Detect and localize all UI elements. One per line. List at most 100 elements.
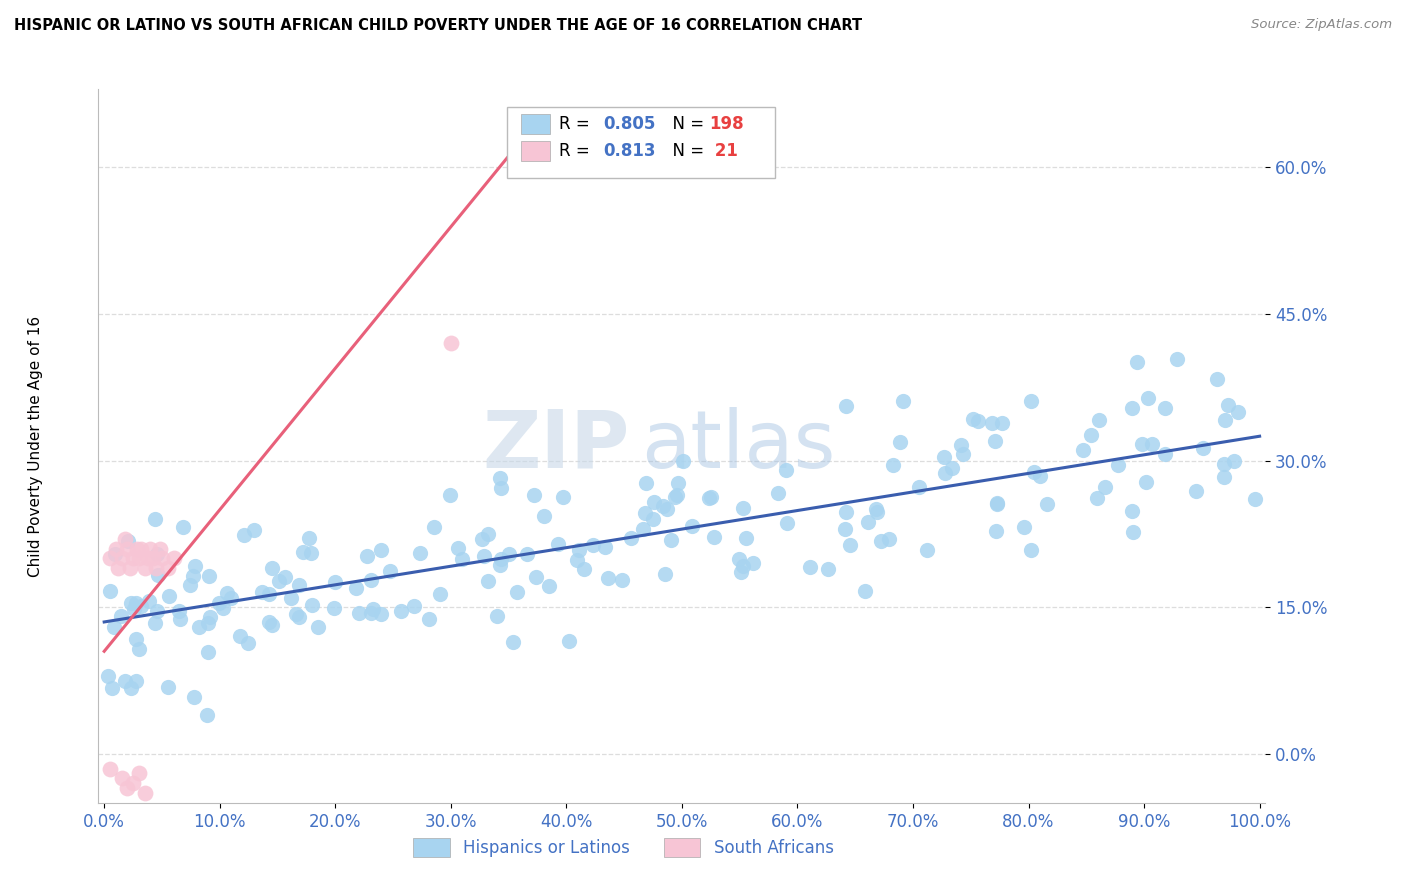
Point [799, 559, 821, 574]
Point [120, 681, 142, 695]
Point [181, 569, 204, 583]
Point [668, 476, 690, 491]
Point [97, 669, 120, 683]
Point [934, 450, 956, 464]
Point [110, 551, 132, 566]
Point [288, 578, 311, 592]
Point [439, 487, 461, 501]
Point [280, 591, 302, 605]
Point [298, 531, 321, 545]
Point [966, 414, 988, 428]
Point [1222, 454, 1244, 468]
Point [1071, 443, 1094, 458]
Point [402, 599, 425, 614]
Point [172, 519, 194, 533]
Point [274, 570, 297, 584]
Point [962, 412, 984, 426]
Point [1142, 436, 1164, 450]
Point [877, 533, 900, 547]
Point [491, 551, 513, 566]
Point [120, 596, 142, 610]
Point [568, 542, 591, 557]
Point [128, 642, 150, 657]
Point [323, 574, 346, 589]
Point [125, 673, 148, 688]
Point [1191, 441, 1213, 455]
Point [533, 508, 555, 523]
Point [323, 601, 346, 615]
Point [870, 534, 893, 549]
Point [361, 601, 384, 615]
Point [344, 581, 367, 595]
Point [858, 516, 880, 530]
Point [1121, 401, 1143, 416]
Point [733, 501, 755, 516]
Text: R =: R = [560, 143, 595, 161]
Point [134, 561, 156, 575]
Point [219, 591, 242, 606]
Point [986, 496, 1008, 510]
Point [110, 609, 132, 624]
Point [775, 462, 797, 476]
Point [139, 541, 162, 556]
Point [114, 532, 136, 546]
Point [1185, 484, 1208, 499]
Point [198, 569, 221, 583]
Text: HISPANIC OR LATINO VS SOUTH AFRICAN CHILD POVERTY UNDER THE AGE OF 16 CORRELATIO: HISPANIC OR LATINO VS SOUTH AFRICAN CHIL… [14, 18, 862, 33]
Point [238, 636, 260, 650]
Point [547, 537, 569, 551]
Point [389, 604, 412, 618]
Point [150, 551, 173, 566]
Text: 0.805: 0.805 [603, 115, 657, 133]
Point [307, 620, 329, 634]
Point [142, 551, 165, 566]
Point [907, 480, 929, 494]
Point [659, 533, 682, 548]
Point [596, 571, 619, 585]
Point [107, 561, 129, 575]
Point [1213, 470, 1236, 484]
Point [1022, 465, 1045, 479]
Point [195, 707, 218, 722]
Text: atlas: atlas [641, 407, 835, 485]
Point [179, 578, 201, 592]
Point [516, 547, 538, 561]
Point [98, 583, 121, 598]
Point [654, 567, 676, 582]
Point [1107, 458, 1129, 473]
Point [169, 611, 191, 625]
Point [1019, 543, 1042, 558]
Point [148, 568, 170, 582]
Point [952, 447, 974, 461]
Point [125, 632, 148, 647]
Point [866, 505, 889, 519]
Point [1135, 475, 1157, 489]
Point [498, 547, 520, 561]
Point [215, 586, 238, 600]
Point [727, 552, 749, 566]
Point [537, 579, 560, 593]
Point [292, 545, 315, 559]
Point [347, 606, 370, 620]
Text: Source: ZipAtlas.com: Source: ZipAtlas.com [1251, 18, 1392, 31]
Point [1087, 413, 1109, 427]
Text: N =: N = [662, 115, 710, 133]
Point [104, 547, 127, 561]
Point [418, 612, 440, 626]
Point [835, 505, 858, 519]
Point [1121, 504, 1143, 518]
Text: N =: N = [662, 143, 710, 161]
Point [703, 530, 725, 544]
Point [681, 519, 703, 533]
Point [471, 532, 494, 546]
Point [574, 562, 596, 576]
Point [506, 584, 529, 599]
Point [489, 471, 512, 485]
Point [128, 766, 150, 780]
Point [934, 467, 956, 481]
Point [1136, 391, 1159, 405]
Point [122, 776, 145, 790]
Point [776, 516, 799, 531]
Point [882, 458, 904, 472]
Point [136, 551, 159, 566]
